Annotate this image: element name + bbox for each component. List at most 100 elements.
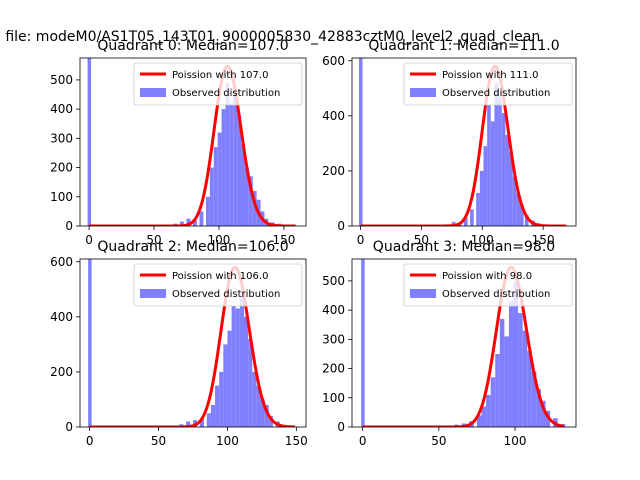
histogram-bar	[264, 404, 269, 427]
plot-area	[87, 58, 296, 226]
histogram-bar	[481, 406, 487, 427]
y-tick-label: 600	[50, 255, 73, 269]
histogram-bar	[476, 415, 482, 427]
y-tick-label: 400	[50, 102, 73, 116]
histogram-bar	[243, 316, 249, 427]
legend-label-poisson: Poission with 111.0	[442, 70, 538, 81]
legend-box	[403, 62, 573, 106]
x-tick-label: 50	[146, 233, 161, 247]
panel-3: 0 50 100 0 100 200 300 400 500 Poission with 98.0…	[322, 239, 577, 448]
legend-box	[133, 263, 303, 307]
histogram-bar	[229, 103, 234, 226]
y-tick-label: 100	[322, 391, 345, 405]
histogram-bar	[231, 305, 236, 427]
x-tick-label: 100	[471, 233, 494, 247]
plot-area	[361, 259, 566, 427]
legend-box	[403, 263, 573, 307]
y-tick-label: 200	[322, 362, 345, 376]
histogram-bar	[219, 371, 224, 427]
histogram-bar	[237, 114, 242, 226]
histogram-bar	[512, 176, 517, 226]
x-tick-label: 150	[532, 233, 555, 247]
y-tick-label: 0	[337, 219, 345, 233]
histogram-bar	[451, 221, 456, 226]
legend-label-poisson: Poission with 98.0	[442, 271, 532, 282]
legend-label-poisson: Poission with 107.0	[172, 70, 268, 81]
axes-frame	[79, 258, 307, 428]
zero-bin-bar	[361, 259, 365, 427]
x-tick-label: 150	[272, 233, 295, 247]
y-tick-label: 0	[65, 420, 73, 434]
histogram-bar	[186, 421, 191, 427]
histogram-bar	[499, 318, 505, 427]
histogram-bar	[206, 413, 211, 427]
histogram-bar	[522, 330, 528, 427]
histogram-bar	[527, 351, 532, 427]
histogram-bar	[235, 308, 240, 427]
histogram-bar	[248, 176, 253, 226]
y-tick-label: 400	[50, 310, 73, 324]
legend-bar-swatch	[140, 88, 166, 97]
panel-title: Quadrant 0: Median=107.0	[97, 38, 288, 54]
figure-title: n file: modeM0/AS1T05_143T01_9000005830_…	[0, 29, 540, 45]
histogram-bar	[540, 400, 546, 427]
legend-label-observed: Observed distribution	[442, 289, 550, 300]
y-tick-label: 100	[50, 190, 73, 204]
x-tick-label: 0	[85, 233, 93, 247]
legend-bar-swatch	[410, 88, 436, 97]
plot-area	[88, 259, 296, 427]
histogram-bar	[193, 220, 197, 226]
histogram-bar	[486, 394, 491, 427]
histogram-bar	[516, 192, 520, 226]
panel-title: Quadrant 1: Median=111.0	[368, 38, 559, 54]
histogram-bar	[223, 344, 228, 427]
axes-frame	[79, 57, 307, 227]
histogram-bar	[209, 167, 214, 226]
histogram-bar	[494, 82, 499, 226]
histogram-bar	[221, 109, 226, 226]
histogram-bar	[217, 132, 222, 226]
poisson-curve	[360, 64, 567, 226]
panel-2: 0 50 100 150 0 200 400 600 Poission with 106.0 Ob…	[50, 239, 308, 448]
axes-frame	[351, 258, 577, 428]
histogram-bar	[501, 113, 506, 226]
histogram-bar	[505, 135, 510, 226]
histogram-bar	[205, 196, 210, 226]
histogram-bar	[248, 338, 253, 427]
x-tick-label: 50	[431, 434, 446, 448]
histogram-bar	[225, 82, 230, 226]
histogram-bar	[509, 151, 513, 226]
y-tick-label: 500	[50, 73, 73, 87]
histogram-bar	[233, 91, 238, 226]
legend-label-observed: Observed distribution	[172, 88, 280, 99]
histogram-bar	[524, 214, 529, 226]
histogram-bar	[490, 377, 496, 427]
poisson-curve	[362, 265, 565, 427]
histogram-bar	[508, 301, 514, 427]
histogram-bar	[252, 371, 257, 427]
x-tick-label: 0	[357, 233, 365, 247]
histogram-bar	[268, 415, 273, 427]
histogram-bar	[536, 389, 541, 427]
panel-title: Quadrant 3: Median=98.0	[373, 239, 555, 255]
histogram-bar	[518, 313, 523, 427]
histogram-bar	[498, 96, 502, 226]
histogram-bar	[483, 146, 488, 226]
histogram-bar	[256, 385, 261, 427]
histogram-bar	[513, 280, 519, 427]
zero-bin-bar	[359, 58, 363, 226]
histogram-bar	[210, 404, 216, 427]
histogram-bar	[213, 147, 218, 226]
panel-title: Quadrant 2: Median=106.0	[97, 239, 288, 255]
histogram-bar	[464, 217, 468, 226]
histogram-bar	[504, 336, 509, 427]
histogram-bar	[199, 418, 205, 427]
x-tick-label: 150	[285, 434, 308, 448]
y-tick-label: 200	[322, 164, 345, 178]
histogram-bar	[180, 221, 184, 226]
poisson-curve	[88, 64, 296, 226]
y-tick-label: 400	[322, 303, 345, 317]
panel-1: 0 50 100 150 0 200 400 600 Poission with 111.0 Ob…	[322, 38, 577, 247]
x-tick-label: 100	[504, 434, 527, 448]
